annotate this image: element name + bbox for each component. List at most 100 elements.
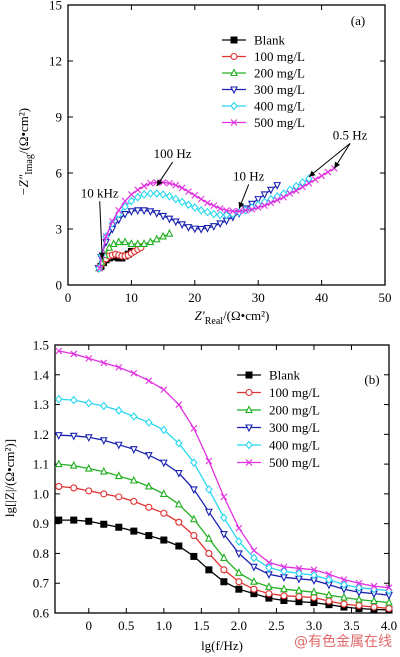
y-tick-label: 1.1 [33, 457, 49, 472]
data-point-0 [100, 520, 108, 528]
x-tick-label: 50 [379, 290, 392, 305]
x-tick-label: 1.5 [193, 618, 209, 633]
data-point-5 [172, 181, 180, 189]
x-tick-label: 1.0 [156, 618, 172, 633]
data-point-2 [159, 489, 168, 497]
data-point-5 [267, 199, 275, 207]
data-point-4 [205, 485, 213, 494]
data-point-2 [114, 471, 123, 480]
data-point-3 [140, 207, 148, 216]
x-tick-label: 4.0 [381, 618, 397, 633]
data-point-2 [370, 596, 378, 605]
legend-marker-2 [245, 405, 253, 414]
data-point-5 [205, 457, 213, 465]
data-point-0 [55, 516, 63, 524]
chart-a-xlabel: Z′Real/(Ω•cm²) [195, 308, 270, 327]
data-point-2 [84, 463, 93, 472]
data-point-5 [166, 179, 173, 187]
data-point-3 [197, 225, 206, 234]
data-point-0 [70, 516, 78, 524]
data-point-4 [165, 191, 174, 201]
data-point-4 [298, 177, 307, 187]
legend-label-4: 400 mg/L [254, 99, 305, 114]
data-point-5 [160, 386, 168, 394]
data-point-4 [340, 580, 348, 590]
y-tick-label: 0 [56, 278, 63, 293]
chart-b-ylabel: lg[|Z|/(Ω•cm²)] [2, 439, 17, 517]
data-point-4 [216, 210, 224, 220]
data-point-0 [145, 532, 153, 540]
chart-a-panel-label: (a) [351, 13, 365, 28]
data-point-5 [134, 186, 142, 194]
data-point-5 [197, 195, 205, 203]
data-point-4 [235, 537, 243, 546]
data-point-3 [159, 459, 168, 468]
data-point-4 [127, 196, 136, 206]
y-tick-label: 6 [56, 166, 63, 181]
x-tick-label: 3.5 [343, 618, 359, 633]
data-point-5 [355, 579, 363, 587]
data-point-3 [216, 220, 225, 229]
annotation-label-2: 10 Hz [233, 168, 265, 183]
data-point-4 [134, 192, 142, 202]
data-point-5 [108, 218, 116, 225]
data-point-1 [235, 578, 243, 586]
data-point-5 [385, 584, 393, 592]
x-tick-label: 0 [65, 290, 72, 305]
data-point-1 [220, 566, 228, 574]
data-point-4 [153, 189, 161, 198]
data-point-3 [69, 432, 78, 441]
chart-b-frame [54, 344, 390, 614]
data-point-5 [204, 199, 211, 207]
data-point-0 [205, 566, 213, 574]
data-point-1 [280, 592, 288, 600]
chart-a-ylabel-sub: Imag [24, 154, 35, 175]
data-point-4 [325, 575, 333, 584]
data-point-1 [55, 482, 63, 490]
x-tick-label: 3.0 [306, 618, 322, 633]
data-point-5 [340, 576, 348, 584]
chart-a-xlabel-sub: Real [205, 316, 224, 327]
data-point-0 [175, 542, 183, 550]
series-line-5 [58, 350, 390, 589]
data-point-5 [235, 207, 243, 215]
y-tick-label: 1.5 [33, 338, 49, 353]
annotation-arrowhead-3 [308, 170, 316, 177]
data-point-1 [70, 484, 78, 492]
data-point-1 [190, 532, 198, 540]
data-point-3 [174, 469, 183, 478]
data-point-2 [265, 582, 273, 590]
legend-label-3: 300 mg/L [254, 82, 305, 97]
data-point-5 [147, 179, 154, 187]
data-point-3 [54, 432, 63, 440]
y-tick-label: 1.4 [33, 367, 50, 382]
data-point-4 [210, 209, 218, 219]
y-tick-label: 0.9 [33, 516, 49, 531]
data-point-3 [159, 212, 167, 221]
data-point-1 [85, 487, 93, 495]
data-point-4 [305, 174, 313, 183]
data-point-1 [115, 493, 123, 501]
data-point-5 [370, 582, 378, 590]
data-point-5 [229, 207, 237, 215]
data-point-3 [204, 508, 213, 517]
data-point-3 [209, 223, 218, 231]
data-point-2 [310, 587, 318, 596]
data-point-4 [115, 406, 123, 415]
data-point-5 [140, 182, 148, 190]
data-point-4 [146, 189, 155, 198]
data-point-4 [250, 553, 258, 563]
y-tick-label: 1.2 [33, 427, 49, 442]
data-point-4 [295, 569, 303, 578]
data-point-2 [127, 239, 136, 247]
data-point-0 [130, 527, 138, 535]
data-point-5 [273, 196, 281, 204]
legend-label-2: 200 mg/L [254, 66, 305, 81]
data-point-2 [152, 234, 161, 243]
data-point-4 [100, 401, 108, 411]
data-point-4 [265, 563, 273, 573]
data-point-4 [159, 190, 167, 199]
data-point-4 [190, 458, 198, 467]
data-point-5 [318, 172, 325, 180]
